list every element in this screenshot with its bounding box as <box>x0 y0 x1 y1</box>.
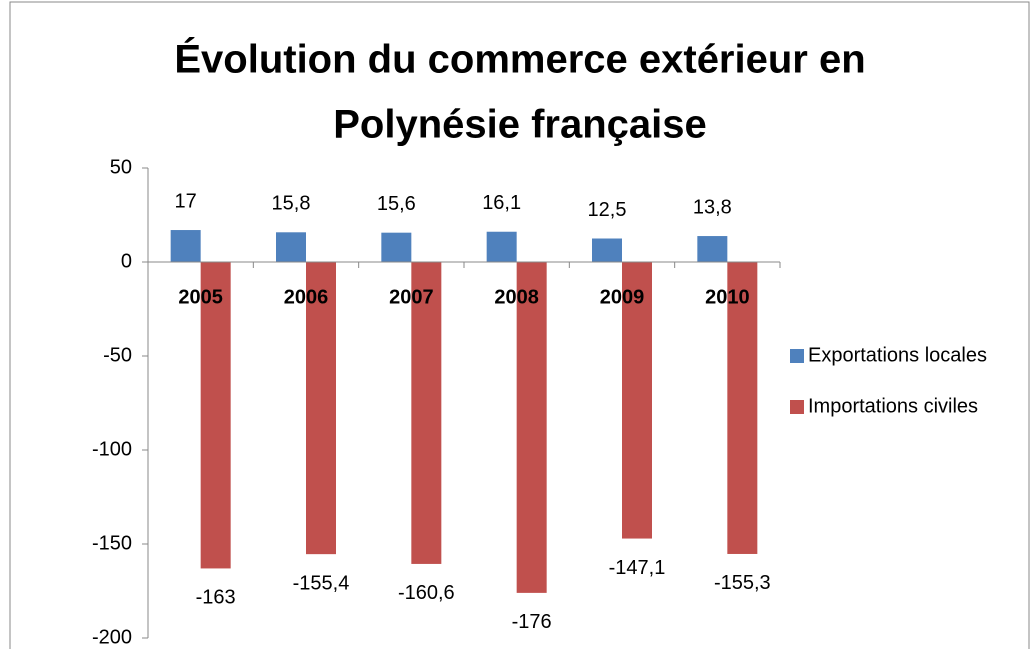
legend-swatch <box>790 349 804 363</box>
data-label: 16,1 <box>482 192 521 214</box>
bar <box>276 232 306 262</box>
bar <box>200 262 231 569</box>
y-tick-label: 50 <box>110 156 132 178</box>
y-tick-label: 0 <box>121 250 132 272</box>
x-tick-label: 2008 <box>494 286 539 308</box>
chart-title: Polynésie française <box>333 103 707 147</box>
x-tick-label: 2005 <box>178 286 223 308</box>
legend-label: Importations civiles <box>808 395 978 417</box>
data-label: -155,4 <box>293 572 350 594</box>
bar <box>727 262 758 554</box>
chart-title: Évolution du commerce extérieur en <box>174 37 865 82</box>
data-label: -176 <box>512 611 552 633</box>
bar <box>306 262 336 555</box>
data-label: 12,5 <box>588 199 627 221</box>
y-tick-label: -200 <box>92 626 132 648</box>
legend-label: Exportations locales <box>808 344 987 366</box>
legend-swatch <box>790 400 804 414</box>
x-tick-label: 2010 <box>705 286 750 308</box>
bar <box>592 238 622 262</box>
bar <box>411 262 442 564</box>
x-tick-label: 2006 <box>284 286 329 308</box>
bar <box>170 230 201 262</box>
y-tick-label: -100 <box>92 438 132 460</box>
data-label: 15,6 <box>377 193 416 215</box>
y-tick-label: -150 <box>92 532 132 554</box>
bar <box>622 262 652 539</box>
data-label: -155,3 <box>714 572 771 594</box>
bar <box>381 232 412 262</box>
data-label: -163 <box>196 587 236 609</box>
data-label: -160,6 <box>398 582 455 604</box>
y-tick-label: -50 <box>103 344 132 366</box>
data-label: 15,8 <box>272 193 311 215</box>
data-label: 17 <box>175 190 197 212</box>
bar <box>486 231 517 262</box>
bar <box>697 236 728 262</box>
bar <box>516 262 547 593</box>
x-tick-label: 2007 <box>389 286 434 308</box>
data-label: -147,1 <box>609 557 666 579</box>
x-tick-label: 2009 <box>600 286 645 308</box>
data-label: 13,8 <box>693 196 732 218</box>
